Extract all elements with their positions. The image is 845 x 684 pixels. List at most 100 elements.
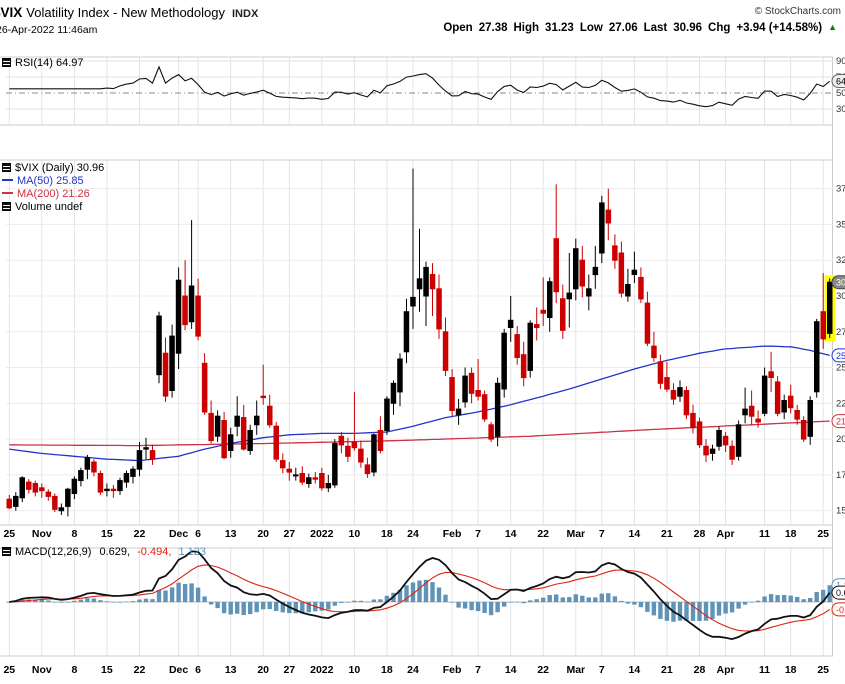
macd-hist-bar [352,600,357,602]
macd-hist-bar [521,602,526,604]
candle-body [104,488,110,492]
macd-hist-bar [742,602,748,605]
price-y-label: 32.5 [836,255,845,266]
macd-value: 0.629, [99,546,131,558]
candle-body [188,285,195,323]
candle-body [267,405,273,426]
candle-body [91,461,97,473]
high-label: High [513,22,540,34]
last-price-tag-text: 30.96 [836,278,845,288]
candle-body [71,478,78,495]
x-tick-label: 25 [817,664,829,676]
x-tick-label: 8 [71,528,77,540]
macd-hist-bar [7,602,12,603]
x-tick-label: 14 [505,528,517,540]
macd-hist-bar [78,599,84,602]
macd-hist-bar [117,602,123,603]
macd-hist-bar [404,585,409,602]
macd-hist-bar [456,602,461,608]
chg-value: +3.94 (+14.58%) [736,22,823,34]
macd-hist-bar [215,602,220,609]
macd-hist-bar [208,602,214,605]
macd-hist-bar [189,583,194,602]
macd-hist-bar [606,593,611,602]
candle-body [586,288,592,297]
macd-hist-bar [449,602,455,603]
candle-body [247,430,253,451]
macd-hist-bar [573,594,578,602]
candle-body [19,477,25,499]
chg-label: Chg [708,22,731,34]
exchange: INDX [232,8,259,20]
macd-hist-bar [703,602,709,621]
candle-body [143,447,149,450]
candle-body [442,331,449,371]
macd-hist-bar [176,582,181,602]
candle-body [371,434,377,473]
x-tick-label: 13 [225,664,237,676]
candle-body [638,276,644,300]
ma200-legend-label: MA(200) 21.26 [17,188,90,200]
candle-body [221,420,227,459]
x-tick-label: 18 [381,528,393,540]
candle-body [416,278,423,290]
macd-hist-bar [554,594,559,602]
macd-hist-bar [339,602,344,603]
candle-body [618,252,625,294]
macd-hist-bar [143,598,149,602]
ma200-tag [831,414,845,429]
macd-hist-bar [182,584,188,602]
candle-body [117,480,123,492]
candle-body [748,405,755,417]
rsi-y-label: 50 [836,88,845,99]
candle-body [195,295,201,337]
macd-hist-bar [137,599,142,602]
macd-hist-bar [664,602,670,621]
price-y-label: 35 [836,219,845,230]
x-tick-label: 11 [759,664,770,676]
price-y-label: 17.5 [836,470,845,481]
macd-hist-bar [782,595,787,602]
x-tick-label: 18 [785,664,797,676]
candle-body [449,377,455,412]
candle-body [325,483,332,489]
candle-body [384,398,390,431]
macd-hist-bar [293,602,298,614]
x-tick-label: Dec [169,664,188,676]
candle-body [214,415,221,437]
x-tick-label: 25 [3,528,15,540]
macd-hist-bar [91,598,97,602]
copyright: © StockCharts.com [754,6,841,17]
x-tick-label: 7 [599,528,605,540]
last-value: 30.96 [673,22,703,34]
macd-hist-bar [241,602,246,615]
candle-body [260,395,266,399]
x-tick-label: 7 [475,664,481,676]
macd-hist-bar [729,602,735,613]
macd-hist-bar [801,599,806,602]
candle-body [332,442,338,486]
candle-body [664,377,670,390]
macd-hist-bar [280,602,285,613]
macd-hist-bar [638,602,644,608]
candle-body [644,302,651,344]
candle-body [123,473,130,483]
x-tick-label: 15 [101,664,113,676]
macd-hist-bar [547,595,552,602]
candlestick-icon [2,163,11,172]
last-label: Last [643,22,668,34]
macd-hist-bar [651,602,657,616]
x-tick-label: 6 [195,528,201,540]
x-tick-label: Apr [717,528,735,540]
macd-hist-bar [710,602,715,619]
macd-hist-bar [788,595,793,602]
x-tick-label: 20 [257,528,269,540]
x-tick-label: 11 [759,528,770,540]
candle-body [481,394,488,420]
macd-hist-bar [365,601,370,603]
price-y-label: 30 [836,291,845,302]
macd-hist-bar [306,602,311,613]
candle-body [657,361,664,384]
